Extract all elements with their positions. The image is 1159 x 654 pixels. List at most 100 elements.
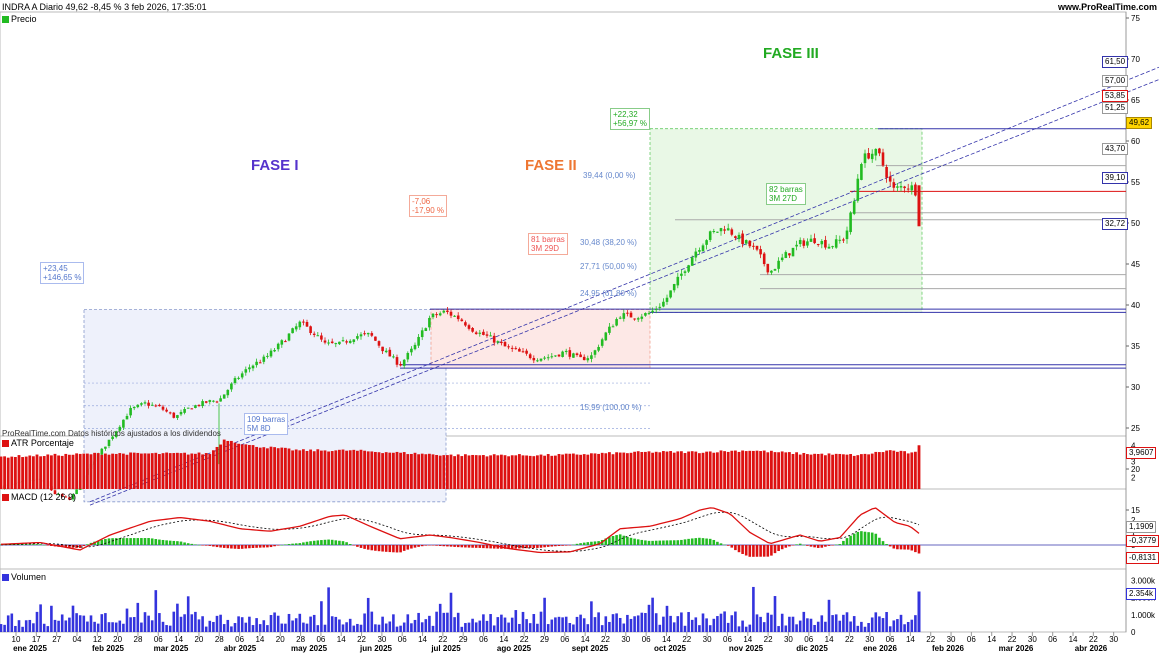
macd-hist-bar xyxy=(579,543,582,545)
atr-bar xyxy=(806,454,809,489)
macd-hist-bar xyxy=(341,541,345,545)
atr-bar xyxy=(590,453,593,489)
volume-bar xyxy=(273,612,276,632)
volume-bar xyxy=(845,612,849,632)
x-month-label: ago 2025 xyxy=(497,644,532,653)
volume-bar xyxy=(168,625,172,632)
macd-hist-bar xyxy=(593,541,597,545)
macd-hist-bar xyxy=(791,545,795,546)
volume-bar xyxy=(867,622,870,632)
volume-bar xyxy=(716,616,719,632)
volume-bar xyxy=(730,615,734,632)
volume-bar xyxy=(6,615,10,632)
fase3-duration-box: 82 barras 3M 27D xyxy=(766,183,806,205)
candle-body xyxy=(762,253,766,265)
candle-body xyxy=(161,406,165,410)
macd-hist-bar xyxy=(107,538,111,545)
volume-bar xyxy=(39,604,42,632)
macd-hist-bar xyxy=(878,537,881,545)
x-day-label: 06 xyxy=(642,635,651,644)
atr-bar xyxy=(863,453,867,489)
atr-bar xyxy=(802,452,806,489)
atr-bar xyxy=(32,456,35,489)
macd-tick-label: 2 xyxy=(1131,516,1136,525)
volume-bar xyxy=(546,624,550,632)
macd-hist-bar xyxy=(654,540,658,545)
atr-bar xyxy=(165,452,168,489)
x-day-label: 14 xyxy=(987,635,996,644)
macd-hist-bar xyxy=(759,545,762,557)
volume-bar xyxy=(93,621,96,632)
candle-body xyxy=(489,335,492,337)
volume-bar xyxy=(622,623,626,632)
macd-hist-bar xyxy=(694,538,698,545)
atr-bar xyxy=(492,454,496,489)
fib-level-100: 15,99 (100,00 %) xyxy=(580,403,642,412)
volume-bar xyxy=(10,613,14,632)
x-day-label: 22 xyxy=(520,635,529,644)
candle-body xyxy=(305,321,309,327)
atr-bar xyxy=(658,452,662,489)
fase2-time: 3M 29D xyxy=(531,244,560,253)
atr-bar xyxy=(899,450,903,489)
candle-body xyxy=(233,378,237,383)
candle-body xyxy=(593,350,597,355)
fase2-change-pct: -17,90 % xyxy=(412,206,445,215)
x-day-label: 14 xyxy=(662,635,671,644)
atr-bar xyxy=(309,449,312,489)
price-tag-5125: 51,25 xyxy=(1102,102,1129,114)
candle-body xyxy=(273,349,276,352)
volume-bar xyxy=(71,605,75,632)
atr-bar xyxy=(287,448,291,489)
volume-bar xyxy=(863,626,867,632)
macd-hist-bar xyxy=(338,540,341,545)
x-day-label: 27 xyxy=(52,635,61,644)
atr-bar xyxy=(482,455,485,489)
atr-bar xyxy=(262,447,266,489)
atr-bar xyxy=(759,451,762,489)
volume-tick-label: 1.000k xyxy=(1131,611,1156,620)
macd-hist-bar xyxy=(42,544,46,546)
atr-bar xyxy=(442,455,446,489)
candle-body xyxy=(316,335,320,337)
x-day-label: 14 xyxy=(255,635,264,644)
atr-bar xyxy=(21,457,24,489)
price-tick-label: 65 xyxy=(1131,96,1140,105)
macd-hist-bar xyxy=(201,545,204,546)
atr-bar xyxy=(572,453,575,489)
macd-hist-bar xyxy=(885,543,888,545)
macd-hist-bar xyxy=(557,545,561,546)
atr-bar xyxy=(104,453,107,489)
x-day-label: 10 xyxy=(12,635,21,644)
volume-bar xyxy=(366,597,370,632)
macd-hist-bar xyxy=(431,545,435,546)
atr-bar xyxy=(518,454,521,489)
candle-body xyxy=(402,359,406,366)
macd-hist-bar xyxy=(309,541,312,545)
volume-bar xyxy=(402,622,406,632)
volume-bar xyxy=(744,626,748,632)
macd-hist-bar xyxy=(179,541,183,545)
atr-bar xyxy=(582,454,586,489)
volume-bar xyxy=(179,616,183,632)
atr-bar xyxy=(28,455,32,489)
macd-hist-bar xyxy=(374,545,377,551)
candle-body xyxy=(723,229,726,231)
candle-body xyxy=(446,310,449,313)
atr-bar xyxy=(694,451,698,489)
atr-bar xyxy=(280,447,284,489)
candle-body xyxy=(363,333,366,335)
candle-body xyxy=(597,346,600,351)
atr-bar xyxy=(424,454,428,489)
atr-bar xyxy=(435,454,438,489)
macd-hist-bar xyxy=(658,540,662,545)
atr-bar xyxy=(831,454,834,489)
macd-hist-bar xyxy=(287,544,291,545)
volume-bar xyxy=(860,621,863,632)
volume-bar xyxy=(82,615,86,632)
candle-body xyxy=(669,290,672,298)
x-day-label: 30 xyxy=(865,635,874,644)
candle-body xyxy=(467,325,471,329)
